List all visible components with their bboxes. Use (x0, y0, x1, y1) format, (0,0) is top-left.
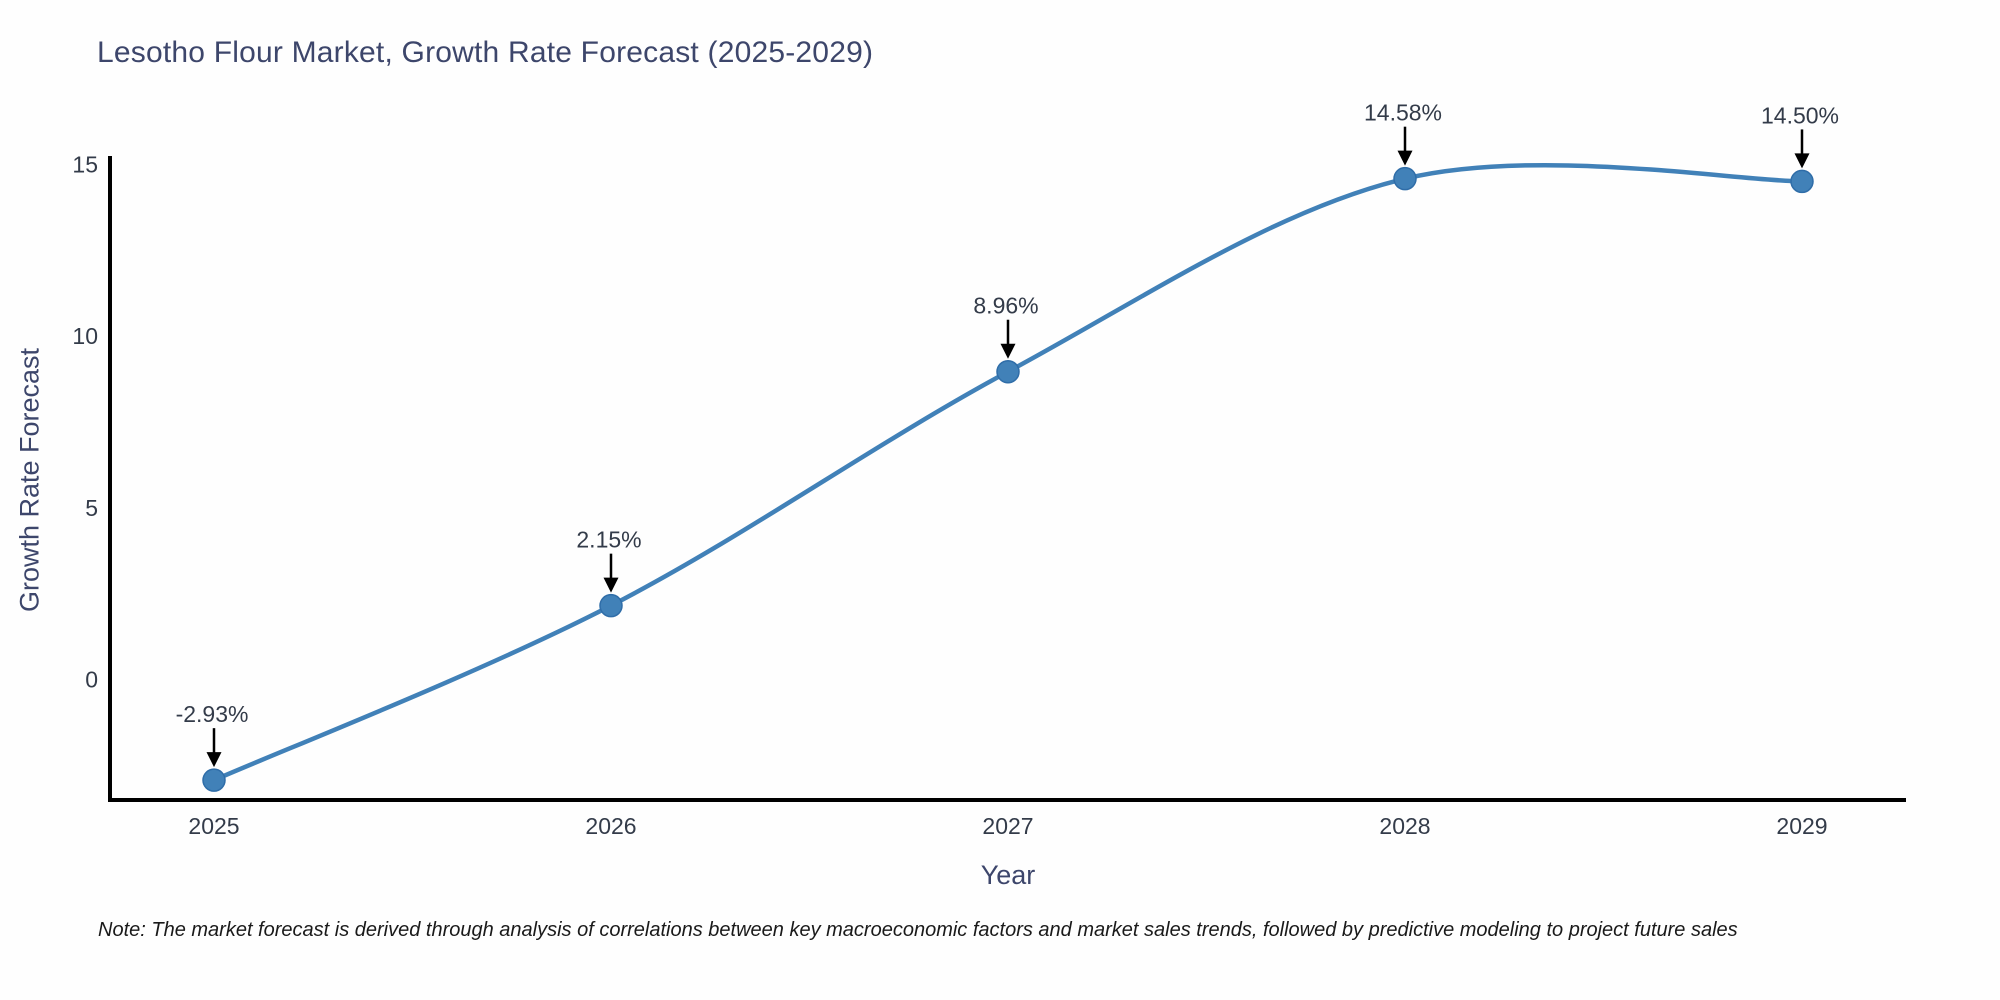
x-tick-label: 2028 (1379, 813, 1430, 839)
annotation-arrow-head (1397, 150, 1413, 166)
data-point-marker (599, 593, 623, 618)
annotation-arrow-head (1000, 343, 1016, 359)
x-axis-title: Year (980, 860, 1036, 890)
annotation-arrow-head (603, 577, 619, 593)
x-tick-label: 2029 (1776, 813, 1827, 839)
annotation-label: 14.50% (1761, 102, 1839, 128)
y-axis-title: Growth Rate Forecast (14, 347, 45, 613)
annotation-label: 14.58% (1364, 100, 1442, 126)
data-point-marker (996, 359, 1020, 384)
y-tick-label: 0 (85, 667, 98, 693)
y-tick-label: 10 (72, 323, 98, 349)
annotation-label: 2.15% (576, 527, 641, 553)
data-point-marker (202, 768, 226, 792)
y-tick-label: 15 (72, 151, 98, 177)
data-point-marker (1790, 169, 1814, 194)
forecast-line (211, 162, 1805, 783)
data-point-marker (1393, 166, 1417, 191)
x-tick-label: 2027 (982, 813, 1033, 839)
chart-title: Lesotho Flour Market, Growth Rate Foreca… (97, 36, 874, 69)
annotation-arrow-head (206, 752, 222, 768)
y-tick-label: 5 (85, 495, 98, 521)
annotation-label: -2.93% (176, 701, 249, 727)
x-tick-label: 2025 (188, 813, 239, 839)
annotation-arrow-head (1794, 153, 1810, 169)
footnote: Note: The market forecast is derived thr… (98, 919, 1738, 941)
annotation-label: 8.96% (973, 293, 1038, 319)
x-tick-label: 2026 (585, 813, 636, 839)
